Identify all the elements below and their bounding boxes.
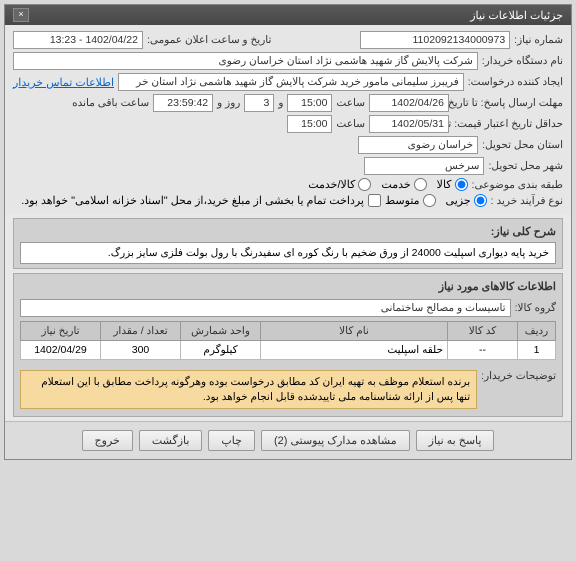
th-4: تعداد / مقدار [101, 322, 181, 341]
class-opt-c[interactable]: کالا/خدمت [308, 178, 371, 191]
td-2: حلقه اسپلیت [261, 341, 448, 360]
th-3: واحد شمارش [181, 322, 261, 341]
table-header-row: ردیف کد کالا نام کالا واحد شمارش تعداد /… [21, 322, 556, 341]
td-4: 300 [101, 341, 181, 360]
window-title: جزئیات اطلاعات نیاز [470, 9, 563, 22]
need-no-label: شماره نیاز: [514, 34, 563, 46]
class-radio-group: کالا خدمت کالا/خدمت [308, 178, 467, 191]
remain-time: 23:59:42 [153, 94, 213, 112]
deadline-date: 1402/04/26 [369, 94, 449, 112]
contact-link[interactable]: اطلاعات تماس خریدار [13, 76, 114, 89]
valid-date: 1402/05/31 [369, 115, 449, 133]
back-button[interactable]: بازگشت [139, 430, 203, 451]
details-window: جزئیات اطلاعات نیاز × شماره نیاز: 110209… [4, 4, 572, 460]
th-5: تاریخ نیاز [21, 322, 101, 341]
valid-time: 15:00 [287, 115, 332, 133]
titlebar: جزئیات اطلاعات نیاز × [5, 5, 571, 25]
td-5: 1402/04/29 [21, 341, 101, 360]
buyer-label: نام دستگاه خریدار: [482, 55, 563, 67]
valid-label: حداقل تاریخ اعتبار قیمت: تا تاریخ: [453, 118, 563, 130]
print-button[interactable]: چاپ [208, 430, 255, 451]
province-value: خراسان رضوی [358, 136, 478, 154]
note-text: برنده استعلام موظف به تهیه ایران کد مطاب… [20, 370, 477, 409]
announce-label: تاریخ و ساعت اعلان عمومی: [147, 34, 271, 46]
days-value: 3 [244, 94, 274, 112]
td-0: 1 [518, 341, 556, 360]
td-3: کیلوگرم [181, 341, 261, 360]
process-opt-b[interactable]: متوسط [385, 194, 436, 207]
attachments-button[interactable]: مشاهده مدارک پیوستی (2) [261, 430, 410, 451]
class-opt-b[interactable]: خدمت [381, 178, 426, 191]
items-section: اطلاعات کالاهای مورد نیاز گروه کالا: تاس… [13, 273, 563, 417]
city-value: سرخس [364, 157, 484, 175]
form-area: شماره نیاز: 1102092134000973 تاریخ و ساع… [5, 25, 571, 214]
process-label: نوع فرآیند خرید : [491, 195, 563, 207]
group-label: گروه کالا: [515, 302, 556, 314]
saat-label-2: ساعت [336, 118, 365, 130]
need-no-value: 1102092134000973 [360, 31, 510, 49]
note-label: توضیحات خریدار: [481, 366, 556, 382]
province-label: استان محل تحویل: [482, 139, 563, 151]
group-value: تاسیسات و مصالح ساختمانی [20, 299, 511, 317]
city-label: شهر محل تحویل: [488, 160, 563, 172]
footer: پاسخ به نیاز مشاهده مدارک پیوستی (2) چاپ… [5, 421, 571, 459]
class-label: طبقه بندی موضوعی: [472, 179, 563, 191]
va-label: و [278, 97, 283, 109]
items-title: اطلاعات کالاهای مورد نیاز [20, 278, 556, 295]
remain-label: ساعت باقی مانده [72, 97, 149, 109]
table-row[interactable]: 1 -- حلقه اسپلیت کیلوگرم 300 1402/04/29 [21, 341, 556, 360]
buyer-value: شرکت پالایش گاز شهید هاشمی نژاد استان خر… [13, 52, 478, 70]
exit-button[interactable]: خروج [82, 430, 133, 451]
process-radio-group: جزیی متوسط [385, 194, 487, 207]
process-note-check[interactable]: پرداخت تمام یا بخشی از مبلغ خرید،از محل … [21, 194, 381, 207]
items-table: ردیف کد کالا نام کالا واحد شمارش تعداد /… [20, 321, 556, 360]
summary-text: خرید پایه دیواری اسپلیت 24000 از ورق ضخی… [20, 242, 556, 264]
deadline-time: 15:00 [287, 94, 332, 112]
rooz-label: روز و [217, 97, 240, 109]
summary-section: شرح کلی نیاز: خرید پایه دیواری اسپلیت 24… [13, 218, 563, 269]
close-icon[interactable]: × [13, 8, 29, 22]
saat-label-1: ساعت [336, 97, 365, 109]
summary-title: شرح کلی نیاز: [20, 223, 556, 240]
process-opt-a[interactable]: جزیی [446, 194, 487, 207]
creator-label: ایجاد کننده درخواست: [468, 76, 563, 88]
td-1: -- [448, 341, 518, 360]
th-2: نام کالا [261, 322, 448, 341]
th-1: کد کالا [448, 322, 518, 341]
class-opt-a[interactable]: کالا [437, 178, 468, 191]
announce-value: 1402/04/22 - 13:23 [13, 31, 143, 49]
th-0: ردیف [518, 322, 556, 341]
respond-button[interactable]: پاسخ به نیاز [416, 430, 495, 451]
deadline-label: مهلت ارسال پاسخ: تا تاریخ: [453, 97, 563, 109]
creator-value: فریبرز سلیمانی مامور خرید شرکت پالایش گا… [118, 73, 464, 91]
